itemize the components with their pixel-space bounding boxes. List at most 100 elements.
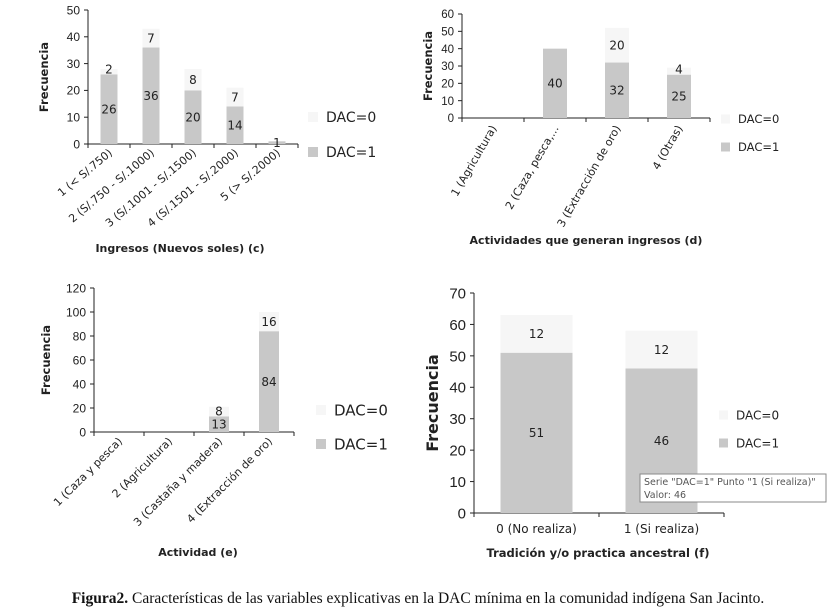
value-label-dac1-2: 13 bbox=[211, 417, 226, 431]
value-label-dac1-0: 26 bbox=[101, 102, 116, 116]
y-tick-label: 0 bbox=[73, 137, 80, 151]
bar-dac0-0 bbox=[500, 315, 573, 353]
value-label-dac1-4: 1 bbox=[273, 136, 281, 150]
tooltip-line1: Serie "DAC=1" Punto "1 (Si realiza)" bbox=[644, 477, 816, 488]
bar-dac0-2 bbox=[184, 68, 202, 91]
bar-dac0-0 bbox=[100, 68, 118, 75]
y-tick-label: 30 bbox=[67, 57, 81, 71]
y-tick-label: 30 bbox=[441, 61, 454, 73]
y-axis-title: Frecuencia bbox=[423, 354, 442, 452]
tooltip-box bbox=[639, 473, 827, 503]
value-label-dac1-1: 40 bbox=[547, 77, 562, 91]
value-label-dac0-0: 12 bbox=[529, 327, 544, 341]
value-label-dac1-1: 46 bbox=[654, 434, 669, 448]
y-axis-title: Frecuencia bbox=[39, 325, 53, 395]
chart-tooltip: Serie "DAC=1" Punto "1 (Si realiza)" Valo… bbox=[639, 473, 827, 503]
bar-dac1-4 bbox=[268, 141, 286, 144]
bar-dac1-2 bbox=[184, 90, 202, 144]
y-tick-label: 10 bbox=[441, 96, 454, 108]
bar-dac1-1 bbox=[142, 47, 160, 144]
legend-swatch-0 bbox=[719, 410, 728, 420]
y-tick-label: 80 bbox=[73, 329, 87, 343]
bar-dac1-0 bbox=[500, 352, 573, 513]
value-label-dac0-1: 7 bbox=[147, 31, 155, 45]
x-tick-label-0: 1 (Caza y pesca) bbox=[51, 435, 125, 509]
bar-dac1-0 bbox=[100, 74, 118, 144]
caption-text: Características de las variables explica… bbox=[128, 590, 765, 607]
legend-label-0: DAC=0 bbox=[334, 401, 388, 419]
x-tick-label-2: 3 (Extracción de oro) bbox=[555, 123, 624, 229]
bar-dac0-2 bbox=[209, 406, 229, 417]
bar-dac1-3 bbox=[667, 74, 691, 118]
value-label-dac0-2: 8 bbox=[215, 404, 223, 418]
y-tick-label: 50 bbox=[449, 348, 466, 365]
y-tick-label: 50 bbox=[441, 26, 454, 38]
x-tick-label-3: 4 (Extracción de oro) bbox=[184, 435, 275, 526]
y-tick-label: 30 bbox=[449, 411, 466, 428]
value-label-dac0-3: 7 bbox=[231, 90, 239, 104]
value-label-dac0-2: 8 bbox=[189, 73, 197, 87]
legend-label-0: DAC=0 bbox=[736, 408, 779, 422]
bar-dac0-3 bbox=[667, 67, 691, 75]
bar-dac0-1 bbox=[625, 330, 698, 369]
legend-label-1: DAC=1 bbox=[736, 436, 779, 450]
y-axis-title: Frecuencia bbox=[421, 31, 435, 101]
legend-label-0: DAC=0 bbox=[326, 110, 376, 126]
legend-label-1: DAC=1 bbox=[738, 140, 779, 154]
value-label-dac0-1: 12 bbox=[654, 343, 669, 357]
value-label-dac1-1: 36 bbox=[143, 89, 158, 103]
chart-svg-3: 0 10 20 30 40 50 60 70 Frecuencia 51 12 0 (No reali… bbox=[423, 285, 827, 560]
bar-dac1-3 bbox=[226, 106, 244, 144]
x-tick-label-1: 1 (Si realiza) bbox=[624, 522, 699, 536]
y-tick-label: 70 bbox=[449, 285, 466, 302]
y-tick-label: 0 bbox=[79, 425, 86, 439]
bar-dac1-3 bbox=[259, 331, 279, 432]
x-axis-title: Actividades que generan ingresos (d) bbox=[470, 234, 703, 247]
y-tick-label: 40 bbox=[73, 377, 87, 391]
legend-swatch-1 bbox=[308, 147, 318, 157]
legend-swatch-1 bbox=[316, 439, 326, 449]
y-tick-label: 20 bbox=[67, 84, 81, 98]
legend-swatch-0 bbox=[316, 405, 326, 415]
y-tick-label: 20 bbox=[73, 401, 87, 415]
chart-svg-1: 0 10 20 30 40 50 60 Frecuencia 1 (Agricultura) 40… bbox=[421, 9, 779, 247]
bar-dac0-3 bbox=[226, 87, 244, 107]
chart-actividades-ingresos: 0 10 20 30 40 50 60 Frecuencia 1 (Agricultura) 40… bbox=[418, 0, 836, 272]
legend-swatch-1 bbox=[719, 438, 728, 448]
y-tick-label: 20 bbox=[441, 78, 454, 90]
bar-dac1-1 bbox=[543, 48, 567, 118]
chart-svg-2: 0 20 40 60 80 100 120 Frecuencia 1 (Caza y pesca… bbox=[39, 281, 388, 559]
y-tick-label: 10 bbox=[67, 111, 81, 125]
legend-swatch-0 bbox=[308, 112, 318, 122]
y-tick-label: 0 bbox=[448, 113, 454, 125]
x-axis-title: Ingresos (Nuevos soles) (c) bbox=[95, 242, 264, 255]
x-tick-label-0: 0 (No realiza) bbox=[496, 522, 577, 536]
value-label-dac1-2: 20 bbox=[185, 110, 200, 124]
bar-dac0-1 bbox=[142, 28, 160, 48]
y-tick-label: 20 bbox=[449, 443, 466, 460]
value-label-dac0-3: 4 bbox=[675, 63, 683, 77]
y-tick-label: 60 bbox=[441, 9, 454, 21]
y-tick-label: 100 bbox=[66, 305, 86, 319]
legend-label-1: DAC=1 bbox=[326, 145, 376, 161]
tooltip-line2: Valor: 46 bbox=[644, 490, 686, 501]
y-tick-label: 10 bbox=[449, 474, 466, 491]
bar-dac1-2 bbox=[209, 416, 229, 432]
legend-swatch-0 bbox=[721, 114, 730, 124]
value-label-dac0-2: 20 bbox=[609, 38, 624, 52]
x-axis-title: Actividad (e) bbox=[158, 546, 238, 559]
value-label-dac0-0: 2 bbox=[105, 62, 113, 76]
x-tick-label-0: 1 (Agricultura) bbox=[448, 123, 499, 199]
value-label-dac1-0: 51 bbox=[529, 426, 544, 440]
bar-dac1-2 bbox=[605, 62, 629, 118]
y-tick-label: 40 bbox=[449, 380, 466, 397]
legend-label-1: DAC=1 bbox=[334, 435, 388, 453]
y-tick-label: 40 bbox=[441, 44, 454, 56]
bar-dac0-3 bbox=[259, 312, 279, 332]
y-axis-title: Frecuencia bbox=[37, 42, 51, 112]
y-tick-label: 0 bbox=[458, 505, 466, 522]
x-axis-title: Tradición y/o practica ancestral (f) bbox=[487, 546, 710, 560]
legend-swatch-1 bbox=[721, 142, 730, 152]
bar-dac0-2 bbox=[605, 27, 629, 63]
